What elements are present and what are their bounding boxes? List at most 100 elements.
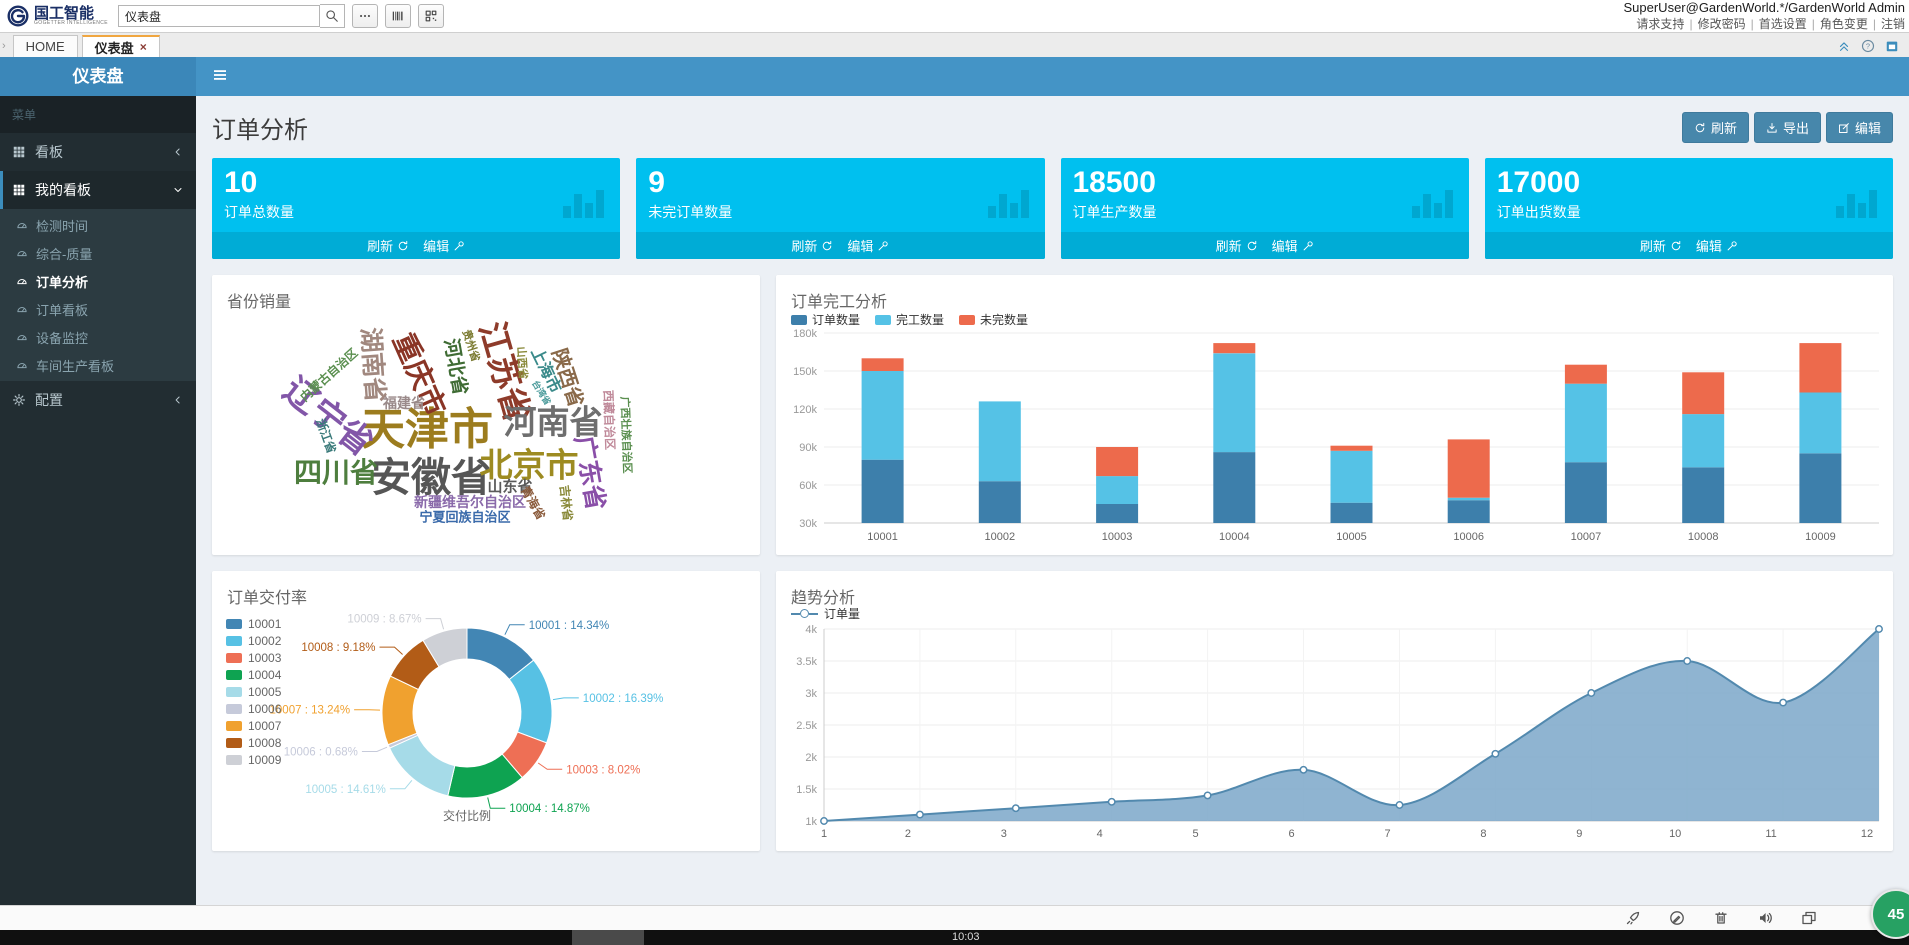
bar-chart-icon[interactable] [1819, 607, 1833, 621]
bar-chart-icon[interactable] [709, 311, 723, 325]
wordcloud-word[interactable]: 山西省 [514, 346, 529, 380]
speaker-button[interactable] [1757, 910, 1773, 926]
qr-code-button[interactable] [417, 4, 444, 28]
save-image-icon[interactable] [732, 311, 746, 325]
more-options-button[interactable] [351, 4, 378, 28]
kpi-refresh-link[interactable]: 刷新 [367, 236, 409, 255]
barcode-button[interactable] [384, 4, 411, 28]
legend-item-订单数量[interactable]: 订单数量 [791, 311, 860, 328]
kpi-edit-link[interactable]: 编辑 [847, 236, 889, 255]
data-view-icon[interactable] [1773, 607, 1787, 621]
collapse-up-button[interactable] [1837, 39, 1851, 53]
sidebar-item-综合-质量[interactable]: 综合-质量 [0, 239, 196, 267]
wordcloud-word[interactable]: 宁夏回族自治区 [419, 509, 511, 525]
legend-item-10001[interactable]: 10001 [226, 615, 281, 632]
line-chart-icon[interactable] [686, 311, 700, 325]
wordcloud-word[interactable]: 西藏自治区 [600, 389, 618, 451]
zoom-select-icon[interactable] [617, 311, 631, 325]
svg-text:6: 6 [1288, 828, 1294, 840]
legend-item-10004[interactable]: 10004 [226, 666, 281, 683]
account-link-角色变更[interactable]: 角色变更 [1819, 16, 1868, 31]
restore-icon[interactable] [1842, 311, 1856, 325]
delivery-rate-chart[interactable]: 10001 : 14.34% 10002 : 16.39% 10003 : 8.02… [212, 571, 760, 851]
search-button[interactable] [319, 4, 345, 28]
account-link-首选设置[interactable]: 首选设置 [1758, 16, 1807, 31]
sidebar-item-设备监控[interactable]: 设备监控 [0, 323, 196, 351]
bar-segment-done [1447, 497, 1490, 501]
save-image-icon[interactable] [1865, 607, 1879, 621]
tab-overflow-arrow[interactable]: › [2, 40, 6, 52]
account-link-注销[interactable]: 注销 [1880, 16, 1905, 31]
svg-text:60k: 60k [799, 480, 817, 492]
legend-item-10006[interactable]: 10006 [226, 700, 281, 717]
calendar-button[interactable] [1885, 39, 1899, 53]
account-link-修改密码[interactable]: 修改密码 [1697, 16, 1746, 31]
wordcloud-word[interactable]: 天津市 [361, 405, 493, 454]
编辑-button[interactable]: 编辑 [1825, 112, 1893, 143]
legend-item-10009[interactable]: 10009 [226, 751, 281, 768]
legend-item-10005[interactable]: 10005 [226, 683, 281, 700]
kpi-refresh-link[interactable]: 刷新 [1216, 236, 1258, 255]
wordcloud-word[interactable]: 山东省 [487, 478, 533, 496]
legend-item-完工数量[interactable]: 完工数量 [875, 311, 944, 328]
wordcloud-word[interactable]: 安徽省 [371, 456, 491, 500]
wordcloud-word[interactable]: 吉林省 [557, 484, 575, 522]
sidebar-item-配置[interactable]: 配置 [0, 381, 196, 419]
rocket-button[interactable] [1625, 910, 1641, 926]
data-view-icon[interactable] [1773, 311, 1787, 325]
刷新-button[interactable]: 刷新 [1681, 112, 1749, 143]
wordcloud-word[interactable]: 广西壮族自治区 [618, 396, 633, 474]
zoom-reset-icon[interactable] [640, 311, 654, 325]
notification-badge[interactable]: 45 [1871, 889, 1909, 939]
sidebar-item-我的看板[interactable]: 我的看板 [0, 171, 196, 209]
sidebar-item-车间生产看板[interactable]: 车间生产看板 [0, 351, 196, 379]
trend-legend[interactable]: 订单量 [791, 605, 860, 622]
zoom-reset-icon[interactable] [1750, 311, 1764, 325]
kpi-refresh-link[interactable]: 刷新 [791, 236, 833, 255]
tab-仪表盘[interactable]: 仪表盘 × [81, 35, 160, 57]
tab-close-icon[interactable]: × [139, 40, 147, 54]
account-link-请求支持[interactable]: 请求支持 [1636, 16, 1685, 31]
zoom-select-icon[interactable] [1727, 607, 1741, 621]
legend-item-未完数量[interactable]: 未完数量 [959, 311, 1028, 328]
legend-item-10003[interactable]: 10003 [226, 649, 281, 666]
save-image-icon[interactable] [1865, 311, 1879, 325]
wordcloud-word[interactable]: 四川省 [293, 457, 379, 488]
line-chart-icon[interactable] [1796, 607, 1810, 621]
导出-button[interactable]: 导出 [1753, 112, 1821, 143]
window-button[interactable] [1801, 910, 1817, 926]
wordcloud-word[interactable]: 河南省 [503, 403, 603, 441]
wordcloud-chart[interactable]: 天津市 安徽省 江苏省 河南省 北京市 辽宁省 重庆市 四川省 湖南省 广东省 河北省 陕西省 上海市山… [212, 275, 760, 555]
restore-icon[interactable] [1842, 607, 1856, 621]
legend-item-10007[interactable]: 10007 [226, 717, 281, 734]
trash-button[interactable] [1713, 910, 1729, 926]
wordcloud-word[interactable]: 湖南省 [355, 326, 390, 404]
legend-item-10008[interactable]: 10008 [226, 734, 281, 751]
kpi-edit-link[interactable]: 编辑 [423, 236, 465, 255]
wordcloud-word[interactable]: 新疆维吾尔自治区 [414, 494, 526, 510]
zoom-select-icon[interactable] [1727, 311, 1741, 325]
bar-chart-icon[interactable] [1819, 311, 1833, 325]
order-completion-chart[interactable]: 30k 60k 90k 120k 150k 180k 10001 10002 10003 1000… [776, 275, 1893, 555]
sidebar-item-看板[interactable]: 看板 [0, 133, 196, 171]
tab-HOME[interactable]: HOME [12, 35, 78, 57]
sidebar-toggle-button[interactable] [212, 67, 228, 88]
data-view-icon[interactable] [663, 311, 677, 325]
help-button[interactable]: ? [1861, 39, 1875, 53]
svg-text:120k: 120k [793, 404, 817, 416]
draw-circle-button[interactable] [1669, 910, 1685, 926]
sidebar-item-检测时间[interactable]: 检测时间 [0, 211, 196, 239]
sidebar-item-订单看板[interactable]: 订单看板 [0, 295, 196, 323]
line-chart-icon[interactable] [1796, 311, 1810, 325]
kpi-edit-link[interactable]: 编辑 [1272, 236, 1314, 255]
taskbar-item[interactable] [572, 930, 644, 945]
sidebar-item-订单分析[interactable]: 订单分析 [0, 267, 196, 295]
search-input[interactable] [117, 5, 320, 27]
kpi-edit-link[interactable]: 编辑 [1696, 236, 1738, 255]
kpi-refresh-link[interactable]: 刷新 [1640, 236, 1682, 255]
wordcloud-word[interactable]: 福建省 [383, 395, 425, 411]
zoom-reset-icon[interactable] [1750, 607, 1764, 621]
wordcloud-word[interactable]: 北京市 [479, 446, 579, 484]
legend-item-10002[interactable]: 10002 [226, 632, 281, 649]
trend-chart[interactable]: 1k 1.5k 2k 2.5k 3k 3.5k 4k 1 2 3 4 5 6 7 8 9 10 11 12 [776, 571, 1893, 851]
